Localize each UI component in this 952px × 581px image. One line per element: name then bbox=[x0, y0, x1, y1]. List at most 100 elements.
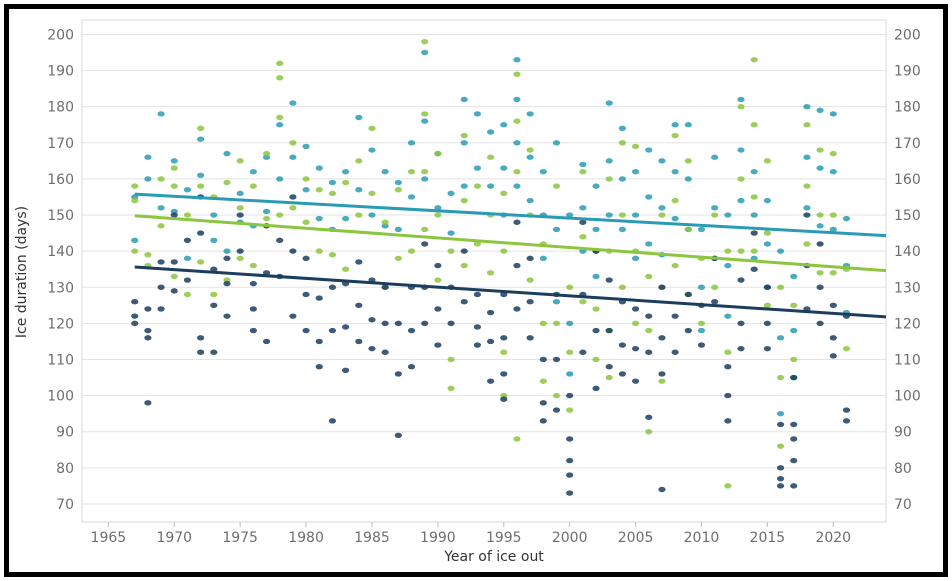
data-point bbox=[302, 176, 310, 182]
data-point bbox=[513, 183, 521, 189]
data-point bbox=[170, 183, 178, 189]
data-point bbox=[315, 248, 323, 254]
data-point bbox=[500, 248, 508, 254]
data-point bbox=[407, 140, 416, 146]
y-tick-label: 200 bbox=[47, 27, 74, 43]
data-point bbox=[460, 96, 468, 103]
data-point bbox=[342, 168, 350, 175]
data-point bbox=[447, 385, 455, 392]
data-point bbox=[157, 259, 165, 265]
data-point bbox=[210, 291, 218, 298]
data-point bbox=[724, 483, 732, 489]
data-point bbox=[790, 327, 798, 334]
data-point bbox=[803, 154, 811, 160]
data-point bbox=[249, 306, 257, 312]
data-point bbox=[302, 255, 310, 262]
data-point bbox=[566, 436, 574, 442]
y-tick-label: 170 bbox=[47, 136, 74, 152]
data-point bbox=[697, 284, 706, 290]
y-tick-label-right: 120 bbox=[894, 316, 921, 332]
data-point bbox=[197, 349, 205, 355]
data-point bbox=[473, 241, 482, 247]
data-point bbox=[170, 288, 178, 294]
data-point bbox=[631, 143, 640, 150]
data-point bbox=[539, 400, 547, 406]
data-point bbox=[842, 345, 851, 352]
data-point bbox=[816, 165, 824, 171]
y-tick-label-right: 100 bbox=[894, 389, 921, 405]
data-point bbox=[197, 136, 205, 142]
x-tick-label: 2015 bbox=[750, 530, 786, 546]
data-point bbox=[289, 100, 297, 106]
y-tick-label: 150 bbox=[47, 208, 74, 224]
data-point bbox=[631, 378, 640, 384]
data-point bbox=[790, 273, 798, 280]
data-point bbox=[434, 306, 442, 312]
data-point bbox=[724, 392, 732, 399]
data-points bbox=[131, 38, 851, 496]
data-point bbox=[618, 212, 626, 218]
data-point bbox=[421, 118, 429, 124]
data-point bbox=[724, 248, 732, 254]
data-point bbox=[460, 262, 468, 269]
data-point bbox=[302, 219, 310, 225]
data-point bbox=[776, 410, 785, 417]
data-point bbox=[671, 262, 679, 269]
data-point bbox=[763, 284, 771, 290]
data-point bbox=[421, 38, 429, 45]
y-tick-label: 190 bbox=[47, 64, 74, 80]
data-point bbox=[539, 356, 547, 363]
data-point bbox=[183, 277, 192, 283]
data-point bbox=[816, 241, 824, 247]
data-point bbox=[460, 248, 468, 254]
data-point bbox=[618, 371, 626, 377]
data-point bbox=[737, 103, 745, 110]
data-point bbox=[183, 212, 192, 218]
data-point bbox=[684, 226, 692, 233]
data-point bbox=[460, 140, 468, 146]
data-point bbox=[776, 335, 785, 341]
data-point bbox=[803, 122, 811, 128]
y-tick-label-right: 200 bbox=[894, 27, 921, 43]
data-point bbox=[407, 248, 416, 254]
data-point bbox=[671, 122, 679, 128]
x-tick-label: 2010 bbox=[684, 530, 720, 546]
data-point bbox=[579, 298, 587, 305]
data-point bbox=[249, 327, 257, 334]
y-tick-label-right: 110 bbox=[894, 352, 921, 368]
data-point bbox=[223, 255, 231, 262]
data-point bbox=[684, 122, 692, 128]
x-tick-label: 2000 bbox=[552, 530, 588, 546]
data-point bbox=[394, 226, 402, 233]
data-point bbox=[592, 385, 600, 392]
data-point bbox=[658, 486, 666, 493]
data-point bbox=[513, 219, 521, 225]
data-point bbox=[776, 374, 785, 381]
data-point bbox=[750, 57, 758, 63]
data-point bbox=[776, 248, 785, 254]
data-point bbox=[157, 284, 165, 290]
data-point bbox=[249, 168, 257, 175]
data-point bbox=[513, 96, 521, 103]
data-point bbox=[486, 338, 495, 345]
data-point bbox=[513, 71, 521, 77]
data-point bbox=[605, 100, 613, 106]
data-point bbox=[315, 338, 323, 345]
data-point bbox=[750, 248, 758, 254]
data-point bbox=[776, 465, 785, 471]
data-point bbox=[592, 273, 600, 280]
y-axis-left: 70 80 90 100 110 120 130 140 150 160 170 180 190 200 bbox=[47, 27, 74, 512]
data-point bbox=[829, 212, 837, 218]
data-point bbox=[539, 320, 547, 327]
data-point bbox=[447, 356, 455, 363]
data-point bbox=[170, 165, 178, 171]
data-point bbox=[711, 298, 719, 305]
data-point bbox=[276, 212, 284, 218]
data-point bbox=[724, 313, 732, 319]
data-point bbox=[342, 215, 350, 222]
data-point bbox=[592, 226, 600, 233]
data-point bbox=[394, 255, 402, 262]
data-point bbox=[197, 183, 205, 189]
data-point bbox=[631, 345, 640, 352]
data-point bbox=[750, 212, 758, 218]
